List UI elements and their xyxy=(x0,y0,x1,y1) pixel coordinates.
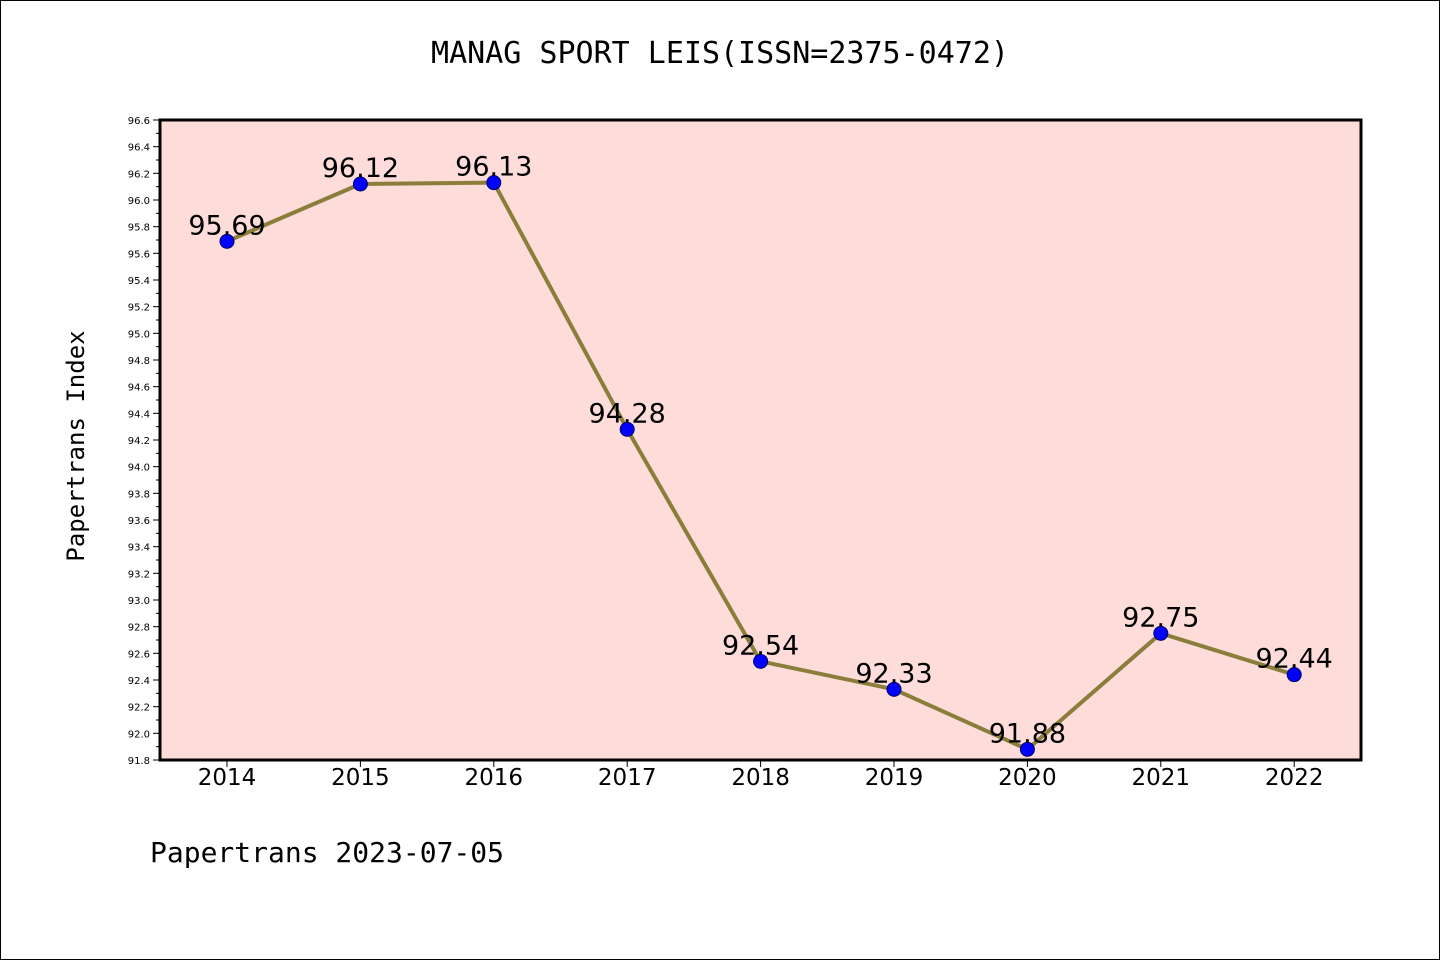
y-tick-label: 93.0 xyxy=(128,596,150,607)
x-tick-label: 2018 xyxy=(731,765,790,791)
data-point xyxy=(753,653,769,669)
plot-background xyxy=(160,120,1361,760)
y-tick-label: 95.6 xyxy=(128,249,150,260)
x-tick-label: 2014 xyxy=(198,765,257,791)
chart-title: MANAG SPORT LEIS(ISSN=2375-0472) xyxy=(431,36,1009,71)
y-tick-label: 94.8 xyxy=(128,356,150,367)
y-tick-label: 96.4 xyxy=(128,143,150,154)
data-point xyxy=(1153,625,1169,641)
y-tick-label: 92.0 xyxy=(128,729,150,740)
data-label: 96.12 xyxy=(322,153,399,184)
data-point xyxy=(886,681,902,697)
data-point xyxy=(219,233,235,249)
data-label: 92.44 xyxy=(1256,644,1333,675)
data-label: 92.33 xyxy=(855,658,932,689)
data-label: 96.13 xyxy=(455,152,532,183)
x-tick-label: 2022 xyxy=(1265,765,1324,791)
y-tick-label: 94.4 xyxy=(128,409,150,420)
footer-text: Papertrans 2023-07-05 xyxy=(150,836,505,869)
y-tick-label: 93.8 xyxy=(128,489,150,500)
y-tick-label: 95.8 xyxy=(128,223,150,234)
data-point xyxy=(1286,667,1302,683)
data-point xyxy=(1019,741,1035,757)
y-tick-label: 96.0 xyxy=(128,196,150,207)
data-label: 92.54 xyxy=(722,630,799,661)
y-tick-label: 92.8 xyxy=(128,623,150,634)
data-point xyxy=(486,175,502,191)
data-label: 92.75 xyxy=(1122,602,1199,633)
y-tick-label: 95.2 xyxy=(128,303,150,314)
data-label: 94.28 xyxy=(589,398,666,429)
x-tick-label: 2017 xyxy=(598,765,657,791)
data-point xyxy=(619,421,635,437)
y-tick-label: 96.2 xyxy=(128,169,150,180)
y-tick-label: 95.4 xyxy=(128,276,150,287)
data-point xyxy=(352,176,368,192)
y-tick-label: 91.8 xyxy=(128,756,150,767)
y-tick-label: 92.4 xyxy=(128,676,150,687)
y-tick-label: 93.4 xyxy=(128,543,150,554)
x-tick-label: 2019 xyxy=(865,765,924,791)
data-label: 91.88 xyxy=(989,718,1066,749)
y-tick-label: 94.6 xyxy=(128,383,150,394)
y-tick-label: 94.0 xyxy=(128,463,150,474)
y-tick-label: 93.2 xyxy=(128,569,150,580)
y-tick-label: 92.6 xyxy=(128,649,150,660)
plot-border xyxy=(158,118,1363,762)
x-tick-label: 2016 xyxy=(465,765,524,791)
x-tick-label: 2015 xyxy=(331,765,390,791)
y-tick-label: 95.0 xyxy=(128,329,150,340)
y-tick-label: 96.6 xyxy=(128,116,150,127)
x-tick-label: 2021 xyxy=(1132,765,1191,791)
y-tick-label: 92.2 xyxy=(128,703,150,714)
y-tick-label: 94.2 xyxy=(128,436,150,447)
x-tick-label: 2020 xyxy=(998,765,1057,791)
data-label: 95.69 xyxy=(188,210,265,241)
y-tick-label: 93.6 xyxy=(128,516,150,527)
